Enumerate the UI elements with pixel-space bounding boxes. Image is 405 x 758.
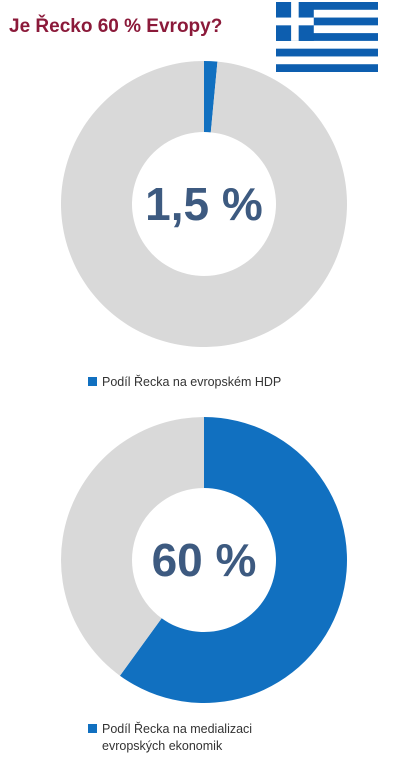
donut-slice-greece — [119, 417, 348, 703]
donut-chart-media-svg — [61, 417, 348, 703]
legend-label-media-line1: Podíl Řecka na medializaci — [102, 722, 253, 736]
flag-stripe — [276, 48, 378, 57]
page-title: Je Řecko 60 % Evropy? — [9, 16, 223, 37]
flag-stripe — [276, 64, 378, 72]
legend-swatch — [88, 724, 97, 733]
legend-gdp: Podíl Řecka na evropském HDP — [88, 374, 281, 391]
legend-media: Podíl Řecka na medializaci evropských eko… — [88, 721, 252, 755]
legend-label-media-line2: evropských ekonomik — [102, 739, 223, 753]
legend-label-gdp: Podíl Řecka na evropském HDP — [102, 375, 282, 389]
flag-stripe — [276, 17, 378, 26]
donut-slice-rest — [60, 61, 347, 347]
flag-cross-horizontal — [276, 17, 314, 26]
donut-chart-gdp: 1,5 % — [60, 60, 348, 348]
flag-stripe — [276, 2, 378, 10]
greek-flag-icon — [276, 2, 378, 72]
donut-slice-rest — [61, 417, 204, 676]
legend-swatch — [88, 377, 97, 386]
flag-stripe — [276, 33, 378, 41]
donut-chart-media: 60 % — [60, 416, 348, 704]
donut-slice-greece — [204, 61, 218, 133]
donut-chart-gdp-svg — [60, 61, 347, 347]
